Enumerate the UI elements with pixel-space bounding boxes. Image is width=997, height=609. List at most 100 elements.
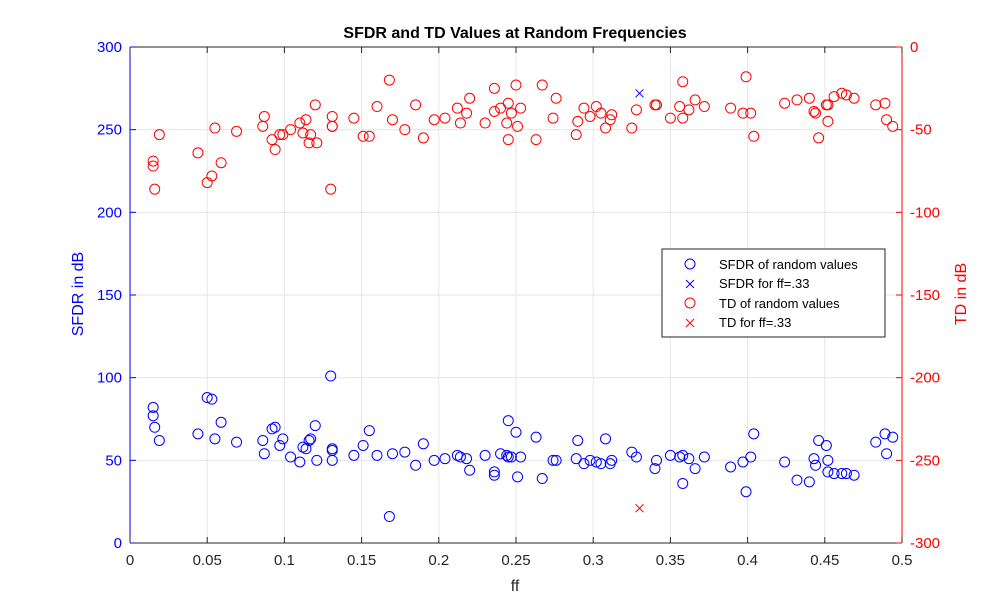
right-y-tick-label: -50: [910, 122, 932, 139]
data-point-circle: [813, 132, 825, 144]
right-y-axis-ticks: -300 -250 -200 -150 -100 -50 0: [896, 39, 940, 552]
data-point-circle: [357, 439, 369, 451]
data-point-circle: [294, 456, 306, 468]
data-point-circle: [803, 92, 815, 104]
x-tick-label: 0.5: [892, 552, 913, 569]
data-point-circle: [689, 463, 701, 475]
legend-entry-td-random: TD of random values: [684, 296, 840, 311]
right-y-tick-label: -300: [910, 535, 940, 552]
left-y-tick-label: 300: [97, 39, 122, 56]
data-point-circle: [410, 99, 422, 111]
data-point-circle: [745, 451, 757, 463]
data-point-circle: [813, 434, 825, 446]
right-y-axis-label: TD in dB: [953, 263, 970, 325]
data-point-circle: [745, 107, 757, 119]
data-point-circle: [791, 474, 803, 486]
data-point-circle: [348, 449, 360, 461]
data-point-circle: [651, 454, 663, 466]
data-point-circle: [269, 421, 281, 433]
data-point-circle: [386, 114, 398, 126]
chart-title: SFDR and TD Values at Random Frequencies: [343, 25, 686, 42]
data-point-circle: [479, 117, 491, 129]
data-marks: [147, 71, 899, 523]
data-point-circle: [881, 114, 893, 126]
series-2: [147, 71, 899, 195]
data-point-circle: [584, 110, 596, 122]
data-point-circle: [206, 170, 218, 182]
data-point-circle: [326, 120, 338, 132]
data-point-circle: [428, 114, 440, 126]
right-y-tick-label: -200: [910, 370, 940, 387]
data-point-circle: [300, 443, 312, 455]
data-point-circle: [297, 127, 309, 139]
legend-label: TD of random values: [719, 296, 840, 311]
data-point-circle: [737, 107, 749, 119]
data-point-circle: [848, 469, 860, 481]
legend-marker-circle-blue: [684, 258, 696, 270]
data-point-circle: [515, 102, 527, 114]
data-point-circle: [836, 87, 848, 99]
data-point-circle: [822, 115, 834, 127]
data-point-circle: [606, 109, 618, 121]
data-point-circle: [779, 97, 791, 109]
data-point-circle: [550, 92, 562, 104]
x-axis-ticks: 0 0.05 0.1 0.15 0.2 0.25 0.3 0.35 0.4 0.45 0.5: [126, 47, 913, 569]
legend-entry-sfdr-random: SFDR of random values: [684, 257, 858, 272]
left-y-tick-label: 250: [97, 122, 122, 139]
data-point-circle: [887, 431, 899, 443]
data-point-circle: [791, 94, 803, 106]
data-point-circle: [410, 459, 422, 471]
data-point-circle: [464, 92, 476, 104]
data-point-circle: [840, 468, 852, 480]
data-point-circle: [515, 451, 527, 463]
data-point-x: [635, 88, 644, 98]
data-point-circle: [371, 101, 383, 113]
data-point-circle: [325, 370, 337, 382]
series-1: [635, 88, 644, 98]
data-point-circle: [512, 120, 524, 132]
left-y-tick-label: 50: [105, 452, 122, 469]
data-point-circle: [630, 451, 642, 463]
data-point-circle: [325, 183, 337, 195]
data-point-circle: [502, 134, 514, 146]
left-y-tick-label: 200: [97, 204, 122, 221]
data-point-circle: [600, 122, 612, 134]
data-point-circle: [383, 511, 395, 523]
data-point-circle: [258, 110, 270, 122]
data-point-circle: [740, 71, 752, 83]
data-point-circle: [231, 436, 243, 448]
data-point-circle: [266, 134, 278, 146]
data-point-circle: [595, 458, 607, 470]
data-point-x: [635, 503, 644, 513]
data-point-circle: [530, 134, 542, 146]
data-point-circle: [209, 122, 221, 134]
data-point-circle: [274, 129, 286, 141]
data-point-circle: [417, 438, 429, 450]
data-point-circle: [274, 439, 286, 451]
data-point-circle: [277, 433, 289, 445]
x-tick-label: 0.3: [583, 552, 604, 569]
data-point-circle: [689, 94, 701, 106]
data-point-circle: [363, 130, 375, 142]
data-point-circle: [803, 476, 815, 488]
data-point-circle: [604, 114, 616, 126]
data-point-circle: [383, 74, 395, 86]
data-point-circle: [584, 454, 596, 466]
data-point-circle: [231, 125, 243, 137]
data-point-circle: [606, 454, 618, 466]
data-point-circle: [683, 104, 695, 116]
left-y-axis-ticks: 0 50 100 150 200 250 300: [97, 39, 136, 552]
data-point-circle: [651, 99, 663, 111]
data-point-circle: [303, 434, 315, 446]
data-point-circle: [698, 101, 710, 113]
data-point-circle: [488, 105, 500, 117]
x-tick-label: 0.2: [428, 552, 449, 569]
data-point-circle: [149, 421, 161, 433]
data-point-circle: [488, 82, 500, 94]
data-point-circle: [505, 451, 517, 463]
data-point-circle: [547, 112, 559, 124]
data-point-circle: [630, 104, 642, 116]
data-point-circle: [808, 105, 820, 117]
data-point-circle: [311, 137, 323, 149]
